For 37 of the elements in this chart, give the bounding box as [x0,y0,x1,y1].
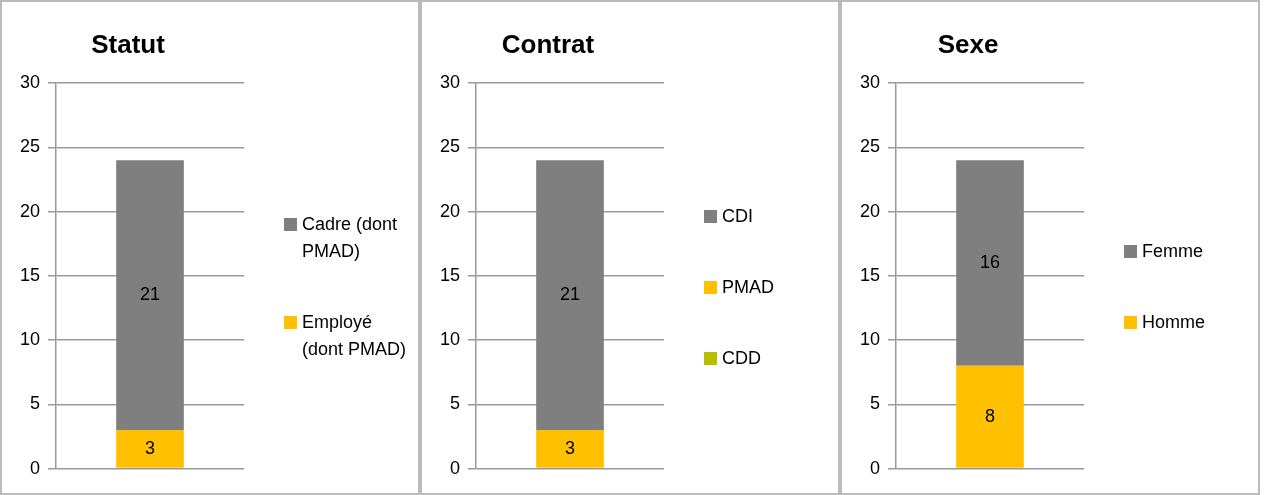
data-label: 16 [980,252,1001,273]
y-tick-label: 15 [439,264,461,285]
legend-label: Employé (dont PMAD) [302,311,408,361]
data-label: 21 [140,284,161,305]
chart-title: Sexe [937,28,999,59]
y-tick-label: 5 [30,393,41,414]
y-tick-label: 25 [859,136,881,157]
legend-label: PMAD [722,275,775,299]
data-label: 21 [560,284,581,305]
legend-label: Cadre (dont PMAD) [302,213,399,263]
y-tick-label: 30 [439,72,461,93]
chart-title: Contrat [501,28,595,59]
y-tick-label: 20 [19,200,41,221]
y-tick-label: 25 [19,136,41,157]
legend-label: Homme [1142,311,1206,334]
data-label: 3 [565,437,576,458]
y-tick-label: 10 [19,329,41,350]
y-tick-label: 30 [859,72,881,93]
y-tick-label: 20 [859,200,881,221]
data-label: 3 [145,437,156,458]
y-tick-label: 15 [859,264,881,285]
legend-label: Femme [1142,240,1204,263]
y-tick-label: 0 [450,457,461,478]
data-label: 8 [985,405,996,426]
legend-label: CDI [722,204,753,228]
chart-title: Statut [91,28,166,59]
y-tick-label: 25 [439,136,461,157]
y-tick-label: 10 [859,329,881,350]
y-tick-label: 15 [19,264,41,285]
y-tick-label: 30 [19,72,41,93]
y-tick-label: 20 [439,200,461,221]
legend-label: CDD [722,346,761,370]
y-tick-label: 0 [870,457,881,478]
y-tick-label: 0 [30,457,41,478]
y-tick-label: 10 [439,329,461,350]
y-tick-label: 5 [870,393,881,414]
y-tick-label: 5 [450,393,461,414]
